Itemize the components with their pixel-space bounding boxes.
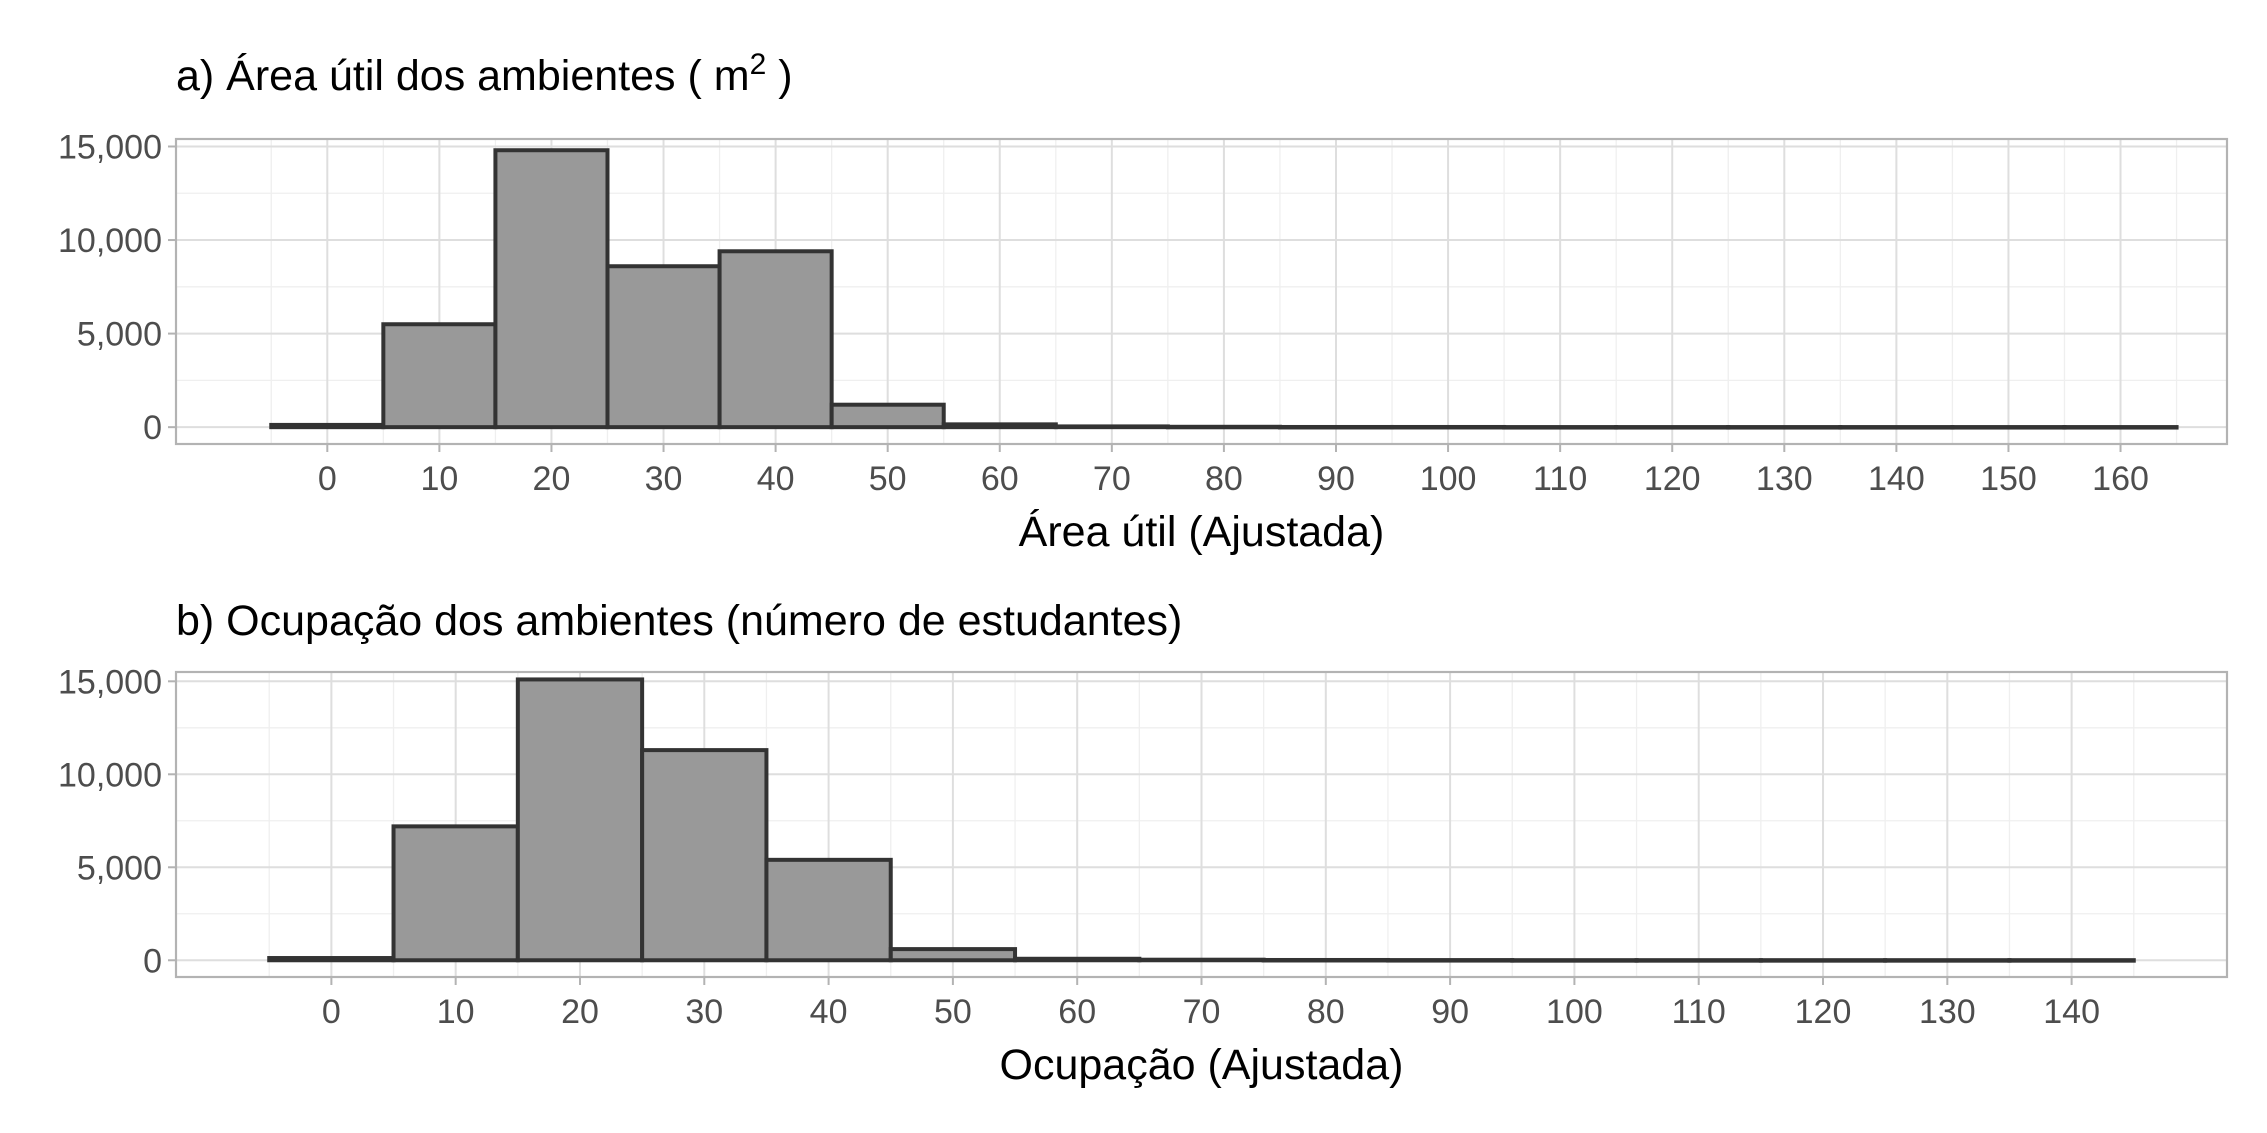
x-tick-label: 30 — [645, 460, 683, 498]
histogram-bar — [1137, 957, 1266, 963]
histogram-bar — [640, 748, 769, 963]
x-tick-label: 130 — [1756, 460, 1813, 498]
x-tick-label: 20 — [561, 993, 599, 1031]
histogram-bar — [888, 947, 1018, 963]
x-tick-label: 30 — [685, 993, 723, 1031]
x-tick-label: 110 — [1533, 460, 1587, 498]
panel-b-x-axis-title: Ocupação (Ajustada) — [1000, 1041, 1404, 1089]
histogram-bar — [717, 249, 834, 430]
x-tick-label: 120 — [1644, 460, 1701, 498]
y-tick-label: 5,000 — [77, 316, 162, 354]
panel-a-x-ticks: 0 10 20 30 40 50 60 70 80 90 100 110 120 130 140 150 160 — [318, 444, 2149, 498]
x-tick-label: 70 — [1093, 460, 1131, 498]
histogram-bar — [1013, 956, 1142, 963]
x-tick-label: 70 — [1183, 993, 1221, 1031]
histogram-bar — [267, 956, 396, 963]
y-tick-label: 5,000 — [77, 849, 162, 887]
histogram-bar — [829, 402, 946, 430]
panel-b-bars — [267, 677, 2136, 963]
x-tick-label: 50 — [869, 460, 907, 498]
histogram-bar — [605, 264, 722, 430]
histogram-bar — [1261, 957, 1390, 963]
x-tick-label: 40 — [810, 993, 848, 1031]
histogram-bar — [1634, 958, 1763, 963]
histogram-bar — [1277, 424, 1395, 430]
histogram-bar — [1883, 958, 2012, 963]
panel-area-util: a) Área útil dos ambientes ( m2 ) 0 5,000… — [58, 48, 2229, 556]
panel-b-y-ticks: 0 5,000 10,000 15,000 — [58, 663, 176, 980]
x-tick-label: 140 — [1868, 460, 1925, 498]
histogram-bar — [515, 677, 645, 963]
histogram-bar — [381, 322, 498, 430]
histogram-bar — [269, 422, 386, 430]
x-tick-label: 10 — [420, 460, 458, 498]
histogram-bar — [1510, 958, 1639, 963]
panel-a-y-ticks: 0 5,000 10,000 15,000 — [58, 128, 176, 447]
panel-b-title: b) Ocupação dos ambientes (número de est… — [176, 597, 1182, 645]
histogram-bar — [1385, 958, 1515, 963]
histogram-bar — [1758, 958, 1888, 963]
x-tick-label: 40 — [757, 460, 795, 498]
histogram-bar — [1838, 425, 1955, 430]
histogram-bar — [2062, 425, 2179, 430]
x-tick-label: 80 — [1307, 993, 1345, 1031]
x-tick-label: 20 — [533, 460, 571, 498]
histogram-bar — [941, 422, 1058, 430]
histogram-bar — [493, 148, 610, 430]
x-tick-label: 110 — [1672, 993, 1726, 1031]
x-tick-label: 60 — [981, 460, 1019, 498]
panel-a-bars — [269, 148, 2179, 430]
x-tick-label: 60 — [1058, 993, 1096, 1031]
histogram-bar — [1950, 425, 2067, 430]
x-tick-label: 100 — [1546, 993, 1603, 1031]
histogram-bar — [1165, 424, 1282, 430]
y-tick-label: 10,000 — [58, 222, 162, 260]
histogram-bar — [1726, 425, 1843, 430]
y-tick-label: 15,000 — [58, 128, 162, 166]
y-tick-label: 0 — [143, 942, 162, 980]
x-tick-label: 50 — [934, 993, 972, 1031]
panel-ocupacao: b) Ocupação dos ambientes (número de est… — [58, 597, 2229, 1089]
x-tick-label: 120 — [1795, 993, 1852, 1031]
y-tick-label: 15,000 — [58, 663, 162, 701]
histogram-bar — [2007, 958, 2136, 963]
histogram-bar — [1390, 424, 1507, 430]
histogram-bar — [764, 857, 893, 963]
panel-a-title: a) Área útil dos ambientes ( m2 ) — [176, 48, 793, 100]
y-tick-label: 10,000 — [58, 756, 162, 794]
histogram-bar — [1614, 425, 1731, 430]
histogram-bar — [1502, 425, 1619, 430]
x-tick-label: 0 — [322, 993, 341, 1031]
histogram-bar — [1053, 424, 1170, 430]
x-tick-label: 160 — [2092, 460, 2149, 498]
histogram-bar — [391, 824, 520, 963]
panel-a-x-axis-title: Área útil (Ajustada) — [1019, 508, 1385, 556]
x-tick-label: 150 — [1980, 460, 2037, 498]
x-tick-label: 140 — [2043, 993, 2100, 1031]
x-tick-label: 90 — [1431, 993, 1469, 1031]
x-tick-label: 10 — [437, 993, 475, 1031]
x-tick-label: 90 — [1317, 460, 1355, 498]
x-tick-label: 100 — [1420, 460, 1477, 498]
x-tick-label: 0 — [318, 460, 337, 498]
x-tick-label: 130 — [1919, 993, 1976, 1031]
y-tick-label: 0 — [143, 409, 162, 447]
x-tick-label: 80 — [1205, 460, 1243, 498]
panel-a-border — [174, 137, 2229, 446]
panel-b-x-ticks: 0 10 20 30 40 50 60 70 80 90 100 110 120 130 140 — [322, 977, 2100, 1031]
